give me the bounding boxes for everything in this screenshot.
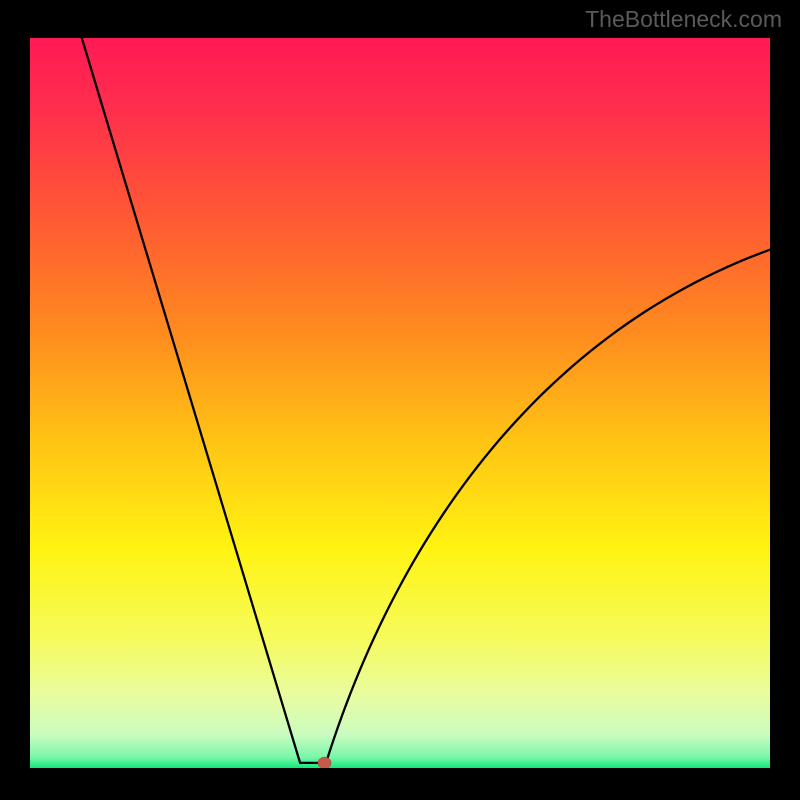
optimum-marker	[318, 757, 331, 768]
watermark-text: TheBottleneck.com	[585, 6, 782, 33]
chart-svg	[30, 38, 770, 768]
chart-frame: TheBottleneck.com	[0, 0, 800, 800]
gradient-background	[30, 38, 770, 768]
plot-area	[30, 38, 770, 768]
